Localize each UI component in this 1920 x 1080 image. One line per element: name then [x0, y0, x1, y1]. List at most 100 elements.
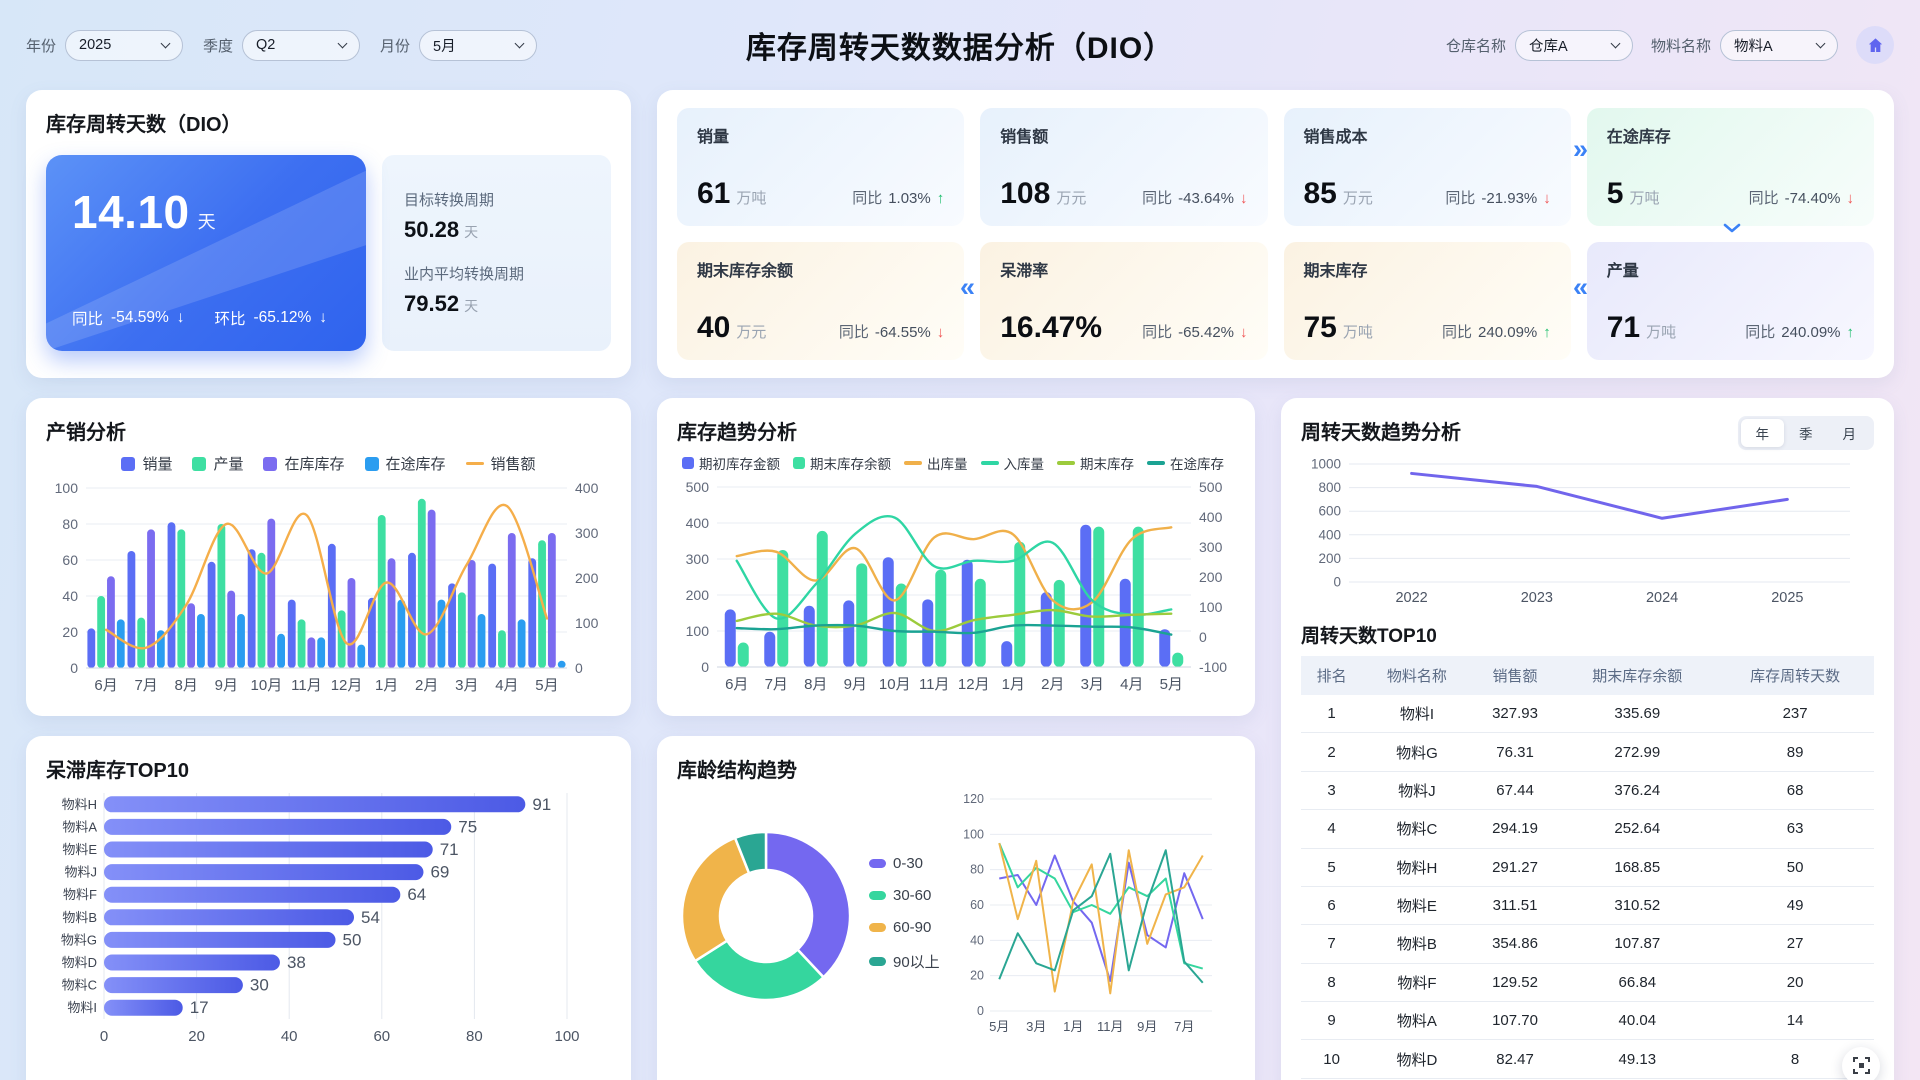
legend-swatch-icon: [364, 456, 379, 471]
svg-text:物料I: 物料I: [67, 1000, 97, 1015]
year-select[interactable]: 2025: [65, 29, 184, 61]
material-select[interactable]: 物料A: [1720, 29, 1838, 61]
production-sales-chart: 0 20 40 60 80 100 0 100 200 300 400 6月 7月 8月 9月 10月 11月 1…: [55, 480, 599, 694]
svg-text:3月: 3月: [455, 677, 478, 694]
svg-text:300: 300: [1199, 539, 1223, 555]
month-select[interactable]: 5月: [419, 29, 538, 61]
svg-text:11月: 11月: [919, 676, 950, 693]
table-cell: 107.87: [1558, 924, 1717, 964]
industry-average-value: 79.52: [404, 291, 460, 316]
table-cell: 7: [1301, 924, 1363, 964]
svg-text:0: 0: [70, 660, 78, 676]
kpi-yoy: 同比 -74.40% ↓: [1748, 190, 1854, 207]
legend-item[interactable]: 销量: [121, 453, 172, 474]
down-arrow-icon: ↓: [1240, 190, 1248, 207]
table-row: 2 物料G 76.31 272.99 89: [1301, 732, 1874, 772]
warehouse-filter: 仓库名称 仓库A: [1446, 29, 1633, 61]
prev-page-arrow-icon[interactable]: «: [1573, 272, 1589, 302]
legend-item[interactable]: 入库量: [980, 453, 1044, 473]
svg-text:3月: 3月: [1081, 676, 1104, 693]
svg-text:200: 200: [1199, 569, 1223, 585]
legend-item[interactable]: 期末库存余额: [793, 453, 891, 473]
svg-text:2024: 2024: [1646, 590, 1678, 606]
chevron-down-icon[interactable]: [1723, 223, 1741, 233]
legend-item[interactable]: 销售额: [465, 453, 536, 474]
legend-item[interactable]: 期初库存金额: [682, 453, 780, 473]
svg-text:80: 80: [466, 1028, 483, 1045]
warehouse-value: 仓库A: [1528, 38, 1568, 55]
table-cell: 82.47: [1471, 1039, 1559, 1079]
kpi-yoy: 同比 -21.93% ↓: [1445, 190, 1551, 207]
legend-line-icon: [465, 461, 484, 466]
svg-text:5月: 5月: [989, 1019, 1009, 1034]
svg-text:71: 71: [440, 840, 459, 859]
home-button[interactable]: [1856, 26, 1894, 64]
table-cell: 311.51: [1471, 886, 1559, 926]
svg-text:2022: 2022: [1395, 590, 1427, 606]
page-title: 库存周转天数数据分析（DIO）: [745, 32, 1175, 65]
table-row: 7 物料B 354.86 107.87 27: [1301, 924, 1874, 964]
quarter-select[interactable]: Q2: [242, 29, 361, 61]
turnover-trend-title: 周转天数趋势分析: [1301, 422, 1461, 444]
table-cell: 129.52: [1471, 963, 1559, 1003]
legend-item[interactable]: 0-30: [869, 855, 940, 872]
svg-text:2月: 2月: [415, 677, 438, 694]
svg-text:20: 20: [62, 624, 78, 640]
legend-item[interactable]: 在途库存: [1147, 453, 1224, 473]
svg-text:100: 100: [1199, 599, 1223, 615]
fullscreen-button[interactable]: [1842, 1046, 1880, 1080]
up-arrow-icon: ↑: [1543, 324, 1551, 341]
stagnant-top10-chart: 0 20 40 60 80 100 物料H 91 物料A 75 物料E 71 物料J 69 物料F 64 物料B…: [61, 793, 580, 1045]
warehouse-select[interactable]: 仓库A: [1514, 29, 1633, 61]
trend-tab-年[interactable]: 年: [1740, 419, 1784, 447]
svg-text:500: 500: [1199, 479, 1223, 495]
kpi-value: 40: [697, 311, 731, 344]
legend-line-icon: [1057, 461, 1075, 465]
table-cell: 376.24: [1558, 771, 1717, 811]
kpi-unit: 万元: [736, 324, 767, 341]
chevron-down-icon: [337, 38, 348, 48]
table-row: 1 物料I 327.93 335.69 237: [1301, 695, 1874, 734]
dio-panel-title: 库存周转天数（DIO）: [46, 114, 242, 136]
table-cell: 335.69: [1558, 695, 1717, 734]
table-cell: 物料B: [1362, 924, 1472, 964]
kpi-label: 销售成本: [1303, 129, 1368, 146]
dashboard-grid: 库存周转天数（DIO） 14.10 天 同比 -54.59% ↓ 环比 -65.1…: [0, 90, 1920, 1080]
legend-item[interactable]: 出库量: [904, 453, 968, 473]
legend-item[interactable]: 期末库存: [1057, 453, 1134, 473]
table-row: 4 物料C 294.19 252.64 63: [1301, 809, 1874, 849]
prev-page-arrow-icon[interactable]: «: [960, 272, 976, 302]
target-cycle-value: 50.28: [404, 217, 460, 242]
kpi-card: 销售额 108 万元 同比 -43.64% ↓: [980, 108, 1268, 226]
table-cell: 63: [1716, 809, 1874, 849]
trend-tab-月[interactable]: 月: [1842, 427, 1857, 442]
kpi-label: 产量: [1606, 263, 1639, 280]
svg-text:物料J: 物料J: [64, 865, 97, 880]
trend-tab-季[interactable]: 季: [1799, 427, 1813, 442]
table-header: 期末库存余额: [1558, 656, 1717, 695]
table-cell: 168.85: [1558, 848, 1717, 887]
inventory-trend-chart: 0 100 200 300 400 500 -100 0 100 200 300 400 500 6月 7月…: [686, 479, 1228, 693]
turnover-panel: 周转天数趋势分析 年季月 0 200 400 600 800 1000 2022 2023 20…: [1281, 398, 1894, 1080]
dio-panel: 库存周转天数（DIO） 14.10 天 同比 -54.59% ↓ 环比 -65.1…: [26, 90, 631, 378]
kpi-yoy: 同比 -64.55% ↓: [838, 324, 945, 341]
dio-targets: 目标转换周期 50.28 天 业内平均转换周期 79.52 天: [382, 155, 611, 351]
next-page-arrow-icon[interactable]: »: [1573, 134, 1589, 164]
svg-text:0: 0: [100, 1028, 108, 1045]
turnover-head: 周转天数趋势分析 年季 月: [1301, 416, 1874, 450]
legend-item[interactable]: 产量: [192, 453, 243, 474]
kpi-card: 呆滞率 16.47% 同比 -65.42% ↓: [980, 242, 1268, 360]
table-cell: 76.31: [1471, 732, 1559, 772]
svg-text:6月: 6月: [94, 677, 117, 694]
legend-item[interactable]: 30-60: [869, 887, 940, 904]
legend-swatch-icon: [869, 858, 886, 868]
legend-item[interactable]: 90以上: [869, 951, 940, 972]
legend-item[interactable]: 在途库存: [364, 453, 446, 474]
legend-item[interactable]: 60-90: [869, 919, 940, 936]
svg-text:60: 60: [62, 552, 78, 568]
up-arrow-icon: ↑: [936, 190, 945, 207]
legend-item[interactable]: 在库库存: [263, 453, 345, 474]
table-cell: 20: [1716, 963, 1874, 1003]
kpi-unit: 万吨: [1629, 190, 1660, 207]
down-arrow-icon: ↓: [319, 309, 327, 326]
